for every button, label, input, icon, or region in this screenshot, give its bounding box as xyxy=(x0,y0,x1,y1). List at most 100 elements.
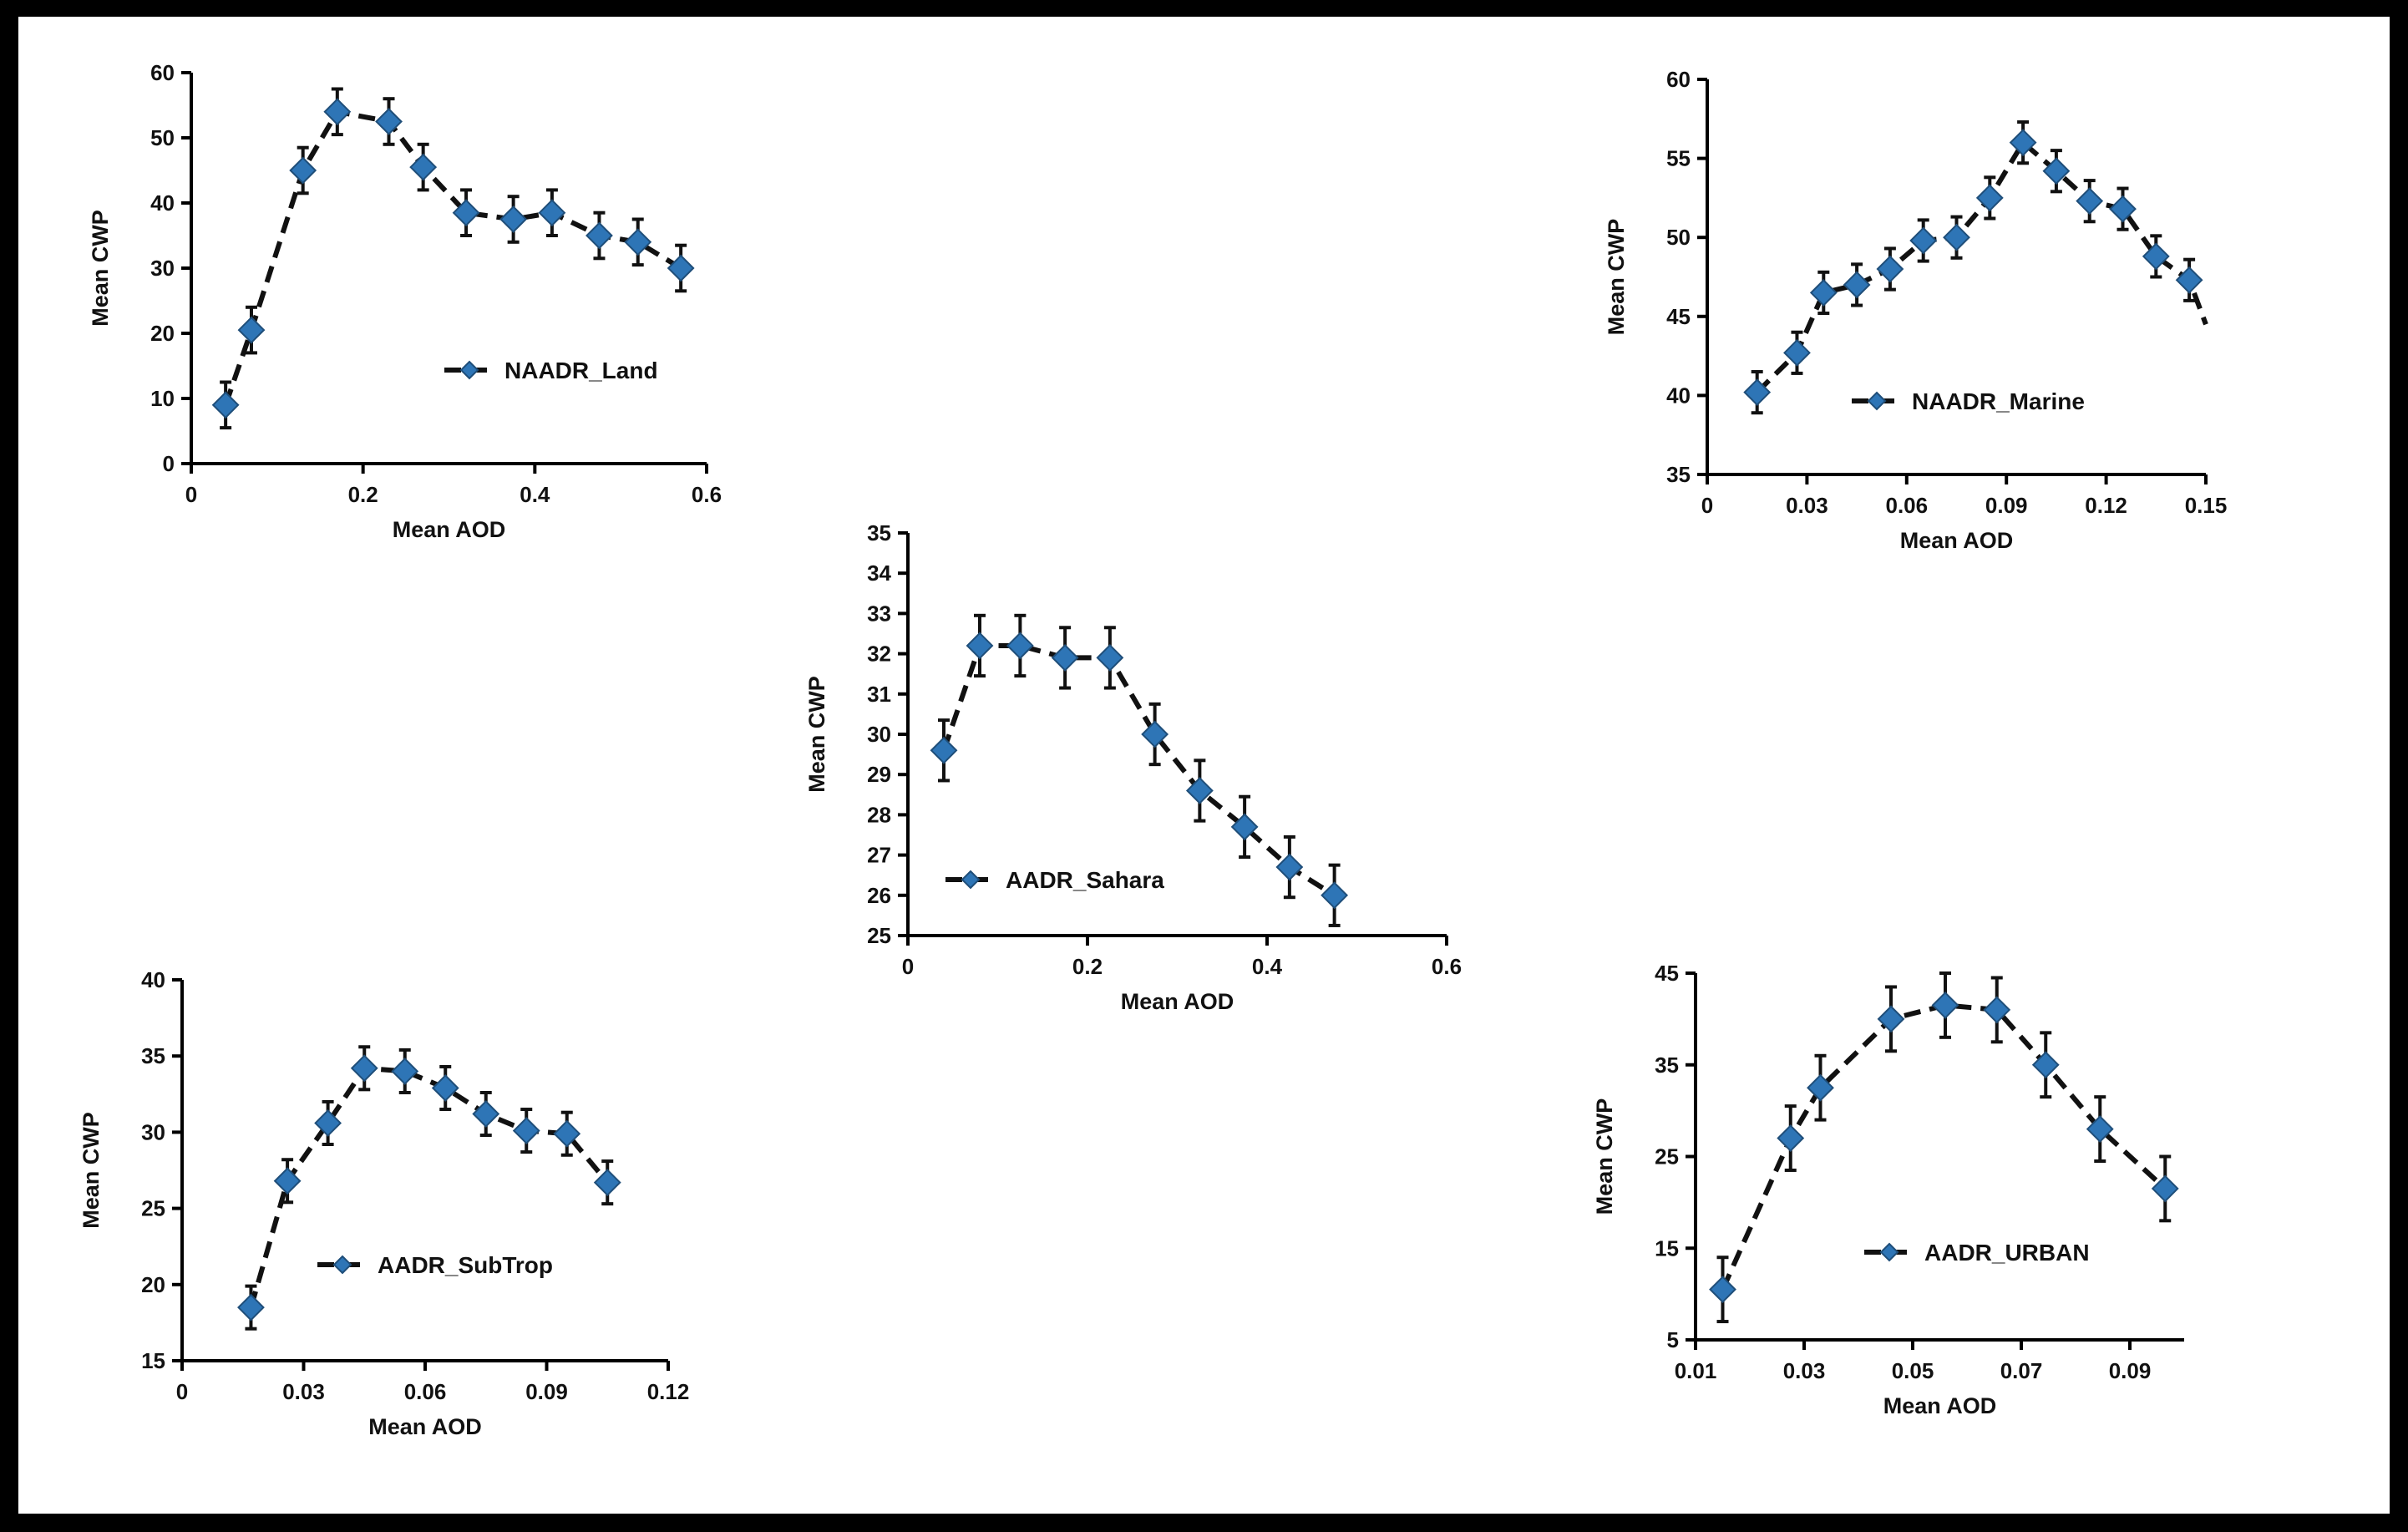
data-point xyxy=(2031,1051,2060,1079)
legend-marker xyxy=(1867,391,1887,411)
y-tick-label: 45 xyxy=(1666,304,1691,329)
data-point xyxy=(2042,157,2071,185)
x-tick-label: 0.4 xyxy=(1252,954,1283,979)
data-point xyxy=(1843,271,1871,299)
data-point xyxy=(1807,1073,1834,1102)
series-line xyxy=(941,643,1336,898)
data-point xyxy=(2109,195,2137,223)
legend-marker xyxy=(332,1255,352,1275)
y-tick-label: 50 xyxy=(1666,225,1691,250)
data-point xyxy=(966,632,994,660)
y-tick-label: 15 xyxy=(141,1348,165,1373)
y-tick-label: 31 xyxy=(867,682,891,707)
y-tick-label: 25 xyxy=(141,1196,165,1221)
chart-naadr-land: 0 10 20 30 40 50 60 0 0.2 0.4 0.6 Mean AOD Mean CWP N… xyxy=(88,60,722,542)
y-tick-label: 32 xyxy=(867,642,891,667)
data-point xyxy=(512,1117,540,1144)
data-point xyxy=(314,1109,342,1137)
x-tick-label: 0.15 xyxy=(2185,493,2228,518)
data-point xyxy=(1051,644,1079,672)
x-tick-label: 0.03 xyxy=(1783,1358,1826,1383)
x-axis-title: Mean AOD xyxy=(1900,528,2014,553)
x-tick-label: 0.09 xyxy=(1985,493,2028,518)
data-point xyxy=(1709,1276,1736,1304)
y-tick-label: 35 xyxy=(867,520,891,545)
data-point xyxy=(237,1293,265,1321)
data-point xyxy=(1983,996,2011,1024)
x-axis-title: Mean AOD xyxy=(1883,1393,1997,1418)
x-axis-title: Mean AOD xyxy=(393,517,506,542)
y-tick-label: 20 xyxy=(150,321,175,346)
chart-naadr-marine: 35 40 45 50 55 60 0 0.03 0.06 0.09 0.12 0.15 Mean AO… xyxy=(1604,67,2227,553)
data-point xyxy=(289,156,317,185)
x-tick-label: 0.2 xyxy=(348,482,378,507)
legend: NAADR_Land xyxy=(444,358,658,383)
data-point xyxy=(452,199,480,227)
data-point xyxy=(1096,644,1124,672)
data-point xyxy=(1809,279,1838,307)
x-tick-label: 0.03 xyxy=(1786,493,1828,518)
x-axis-title: Mean AOD xyxy=(368,1414,482,1439)
y-tick-label: 26 xyxy=(867,883,891,908)
data-point xyxy=(1909,226,1938,255)
y-tick-label: 35 xyxy=(1655,1053,1679,1078)
y-tick-label: 29 xyxy=(867,762,891,787)
data-point xyxy=(2151,1174,2179,1203)
x-tick-label: 0 xyxy=(176,1379,188,1404)
y-tick-label: 33 xyxy=(867,601,891,626)
data-point xyxy=(409,153,438,181)
data-point xyxy=(273,1167,302,1195)
y-tick-label: 0 xyxy=(163,451,175,476)
data-point xyxy=(211,391,240,419)
chart-aadr-urban: 5 15 25 35 45 0.01 0.03 0.05 0.07 0.09 Mean AOD Mea… xyxy=(1592,961,2184,1418)
y-axis-title: Mean CWP xyxy=(1592,1098,1617,1215)
x-tick-label: 0.12 xyxy=(647,1379,690,1404)
x-tick-label: 0.06 xyxy=(404,1379,447,1404)
y-tick-label: 60 xyxy=(1666,67,1691,92)
legend-label: NAADR_Marine xyxy=(1912,388,2085,414)
data-point xyxy=(2009,129,2037,157)
data-point xyxy=(538,199,566,227)
legend-label: AADR_SubTrop xyxy=(378,1252,553,1278)
y-tick-label: 25 xyxy=(1655,1144,1679,1169)
legend: NAADR_Marine xyxy=(1852,388,2085,414)
y-tick-label: 60 xyxy=(150,60,175,85)
legend-label: NAADR_Land xyxy=(504,358,658,383)
x-tick-label: 0 xyxy=(185,482,197,507)
x-tick-label: 0.05 xyxy=(1892,1358,1934,1383)
data-point xyxy=(237,316,266,344)
legend-label: AADR_Sahara xyxy=(1006,867,1164,893)
x-tick-label: 0.03 xyxy=(282,1379,325,1404)
series-line xyxy=(1755,139,2208,394)
data-point xyxy=(1321,881,1349,910)
data-point xyxy=(1876,255,1904,283)
y-tick-label: 28 xyxy=(867,802,891,827)
y-tick-label: 30 xyxy=(867,722,891,747)
data-point xyxy=(1877,1005,1905,1033)
data-point xyxy=(431,1074,459,1102)
x-tick-label: 0.09 xyxy=(2109,1358,2152,1383)
y-tick-label: 27 xyxy=(867,843,891,868)
legend: AADR_Sahara xyxy=(945,867,1164,893)
data-point xyxy=(930,736,958,764)
data-point xyxy=(472,1100,500,1128)
y-axis-title: Mean CWP xyxy=(804,676,829,793)
data-point xyxy=(1777,1124,1805,1152)
y-tick-label: 34 xyxy=(867,561,891,586)
data-point xyxy=(2086,1115,2114,1143)
data-point xyxy=(667,254,695,282)
y-tick-label: 20 xyxy=(141,1272,165,1297)
x-tick-label: 0.01 xyxy=(1675,1358,1717,1383)
y-tick-label: 45 xyxy=(1655,961,1679,986)
data-point xyxy=(1006,632,1034,660)
legend-marker xyxy=(961,870,981,890)
y-tick-label: 35 xyxy=(1666,462,1691,487)
x-tick-label: 0.09 xyxy=(525,1379,568,1404)
y-tick-label: 50 xyxy=(150,125,175,150)
figure-frame: 0 10 20 30 40 50 60 0 0.2 0.4 0.6 Mean AOD Mean CWP N… xyxy=(18,17,2390,1514)
data-point xyxy=(593,1169,621,1197)
legend-marker xyxy=(1879,1242,1899,1262)
data-point xyxy=(586,221,613,250)
y-tick-label: 40 xyxy=(150,190,175,216)
